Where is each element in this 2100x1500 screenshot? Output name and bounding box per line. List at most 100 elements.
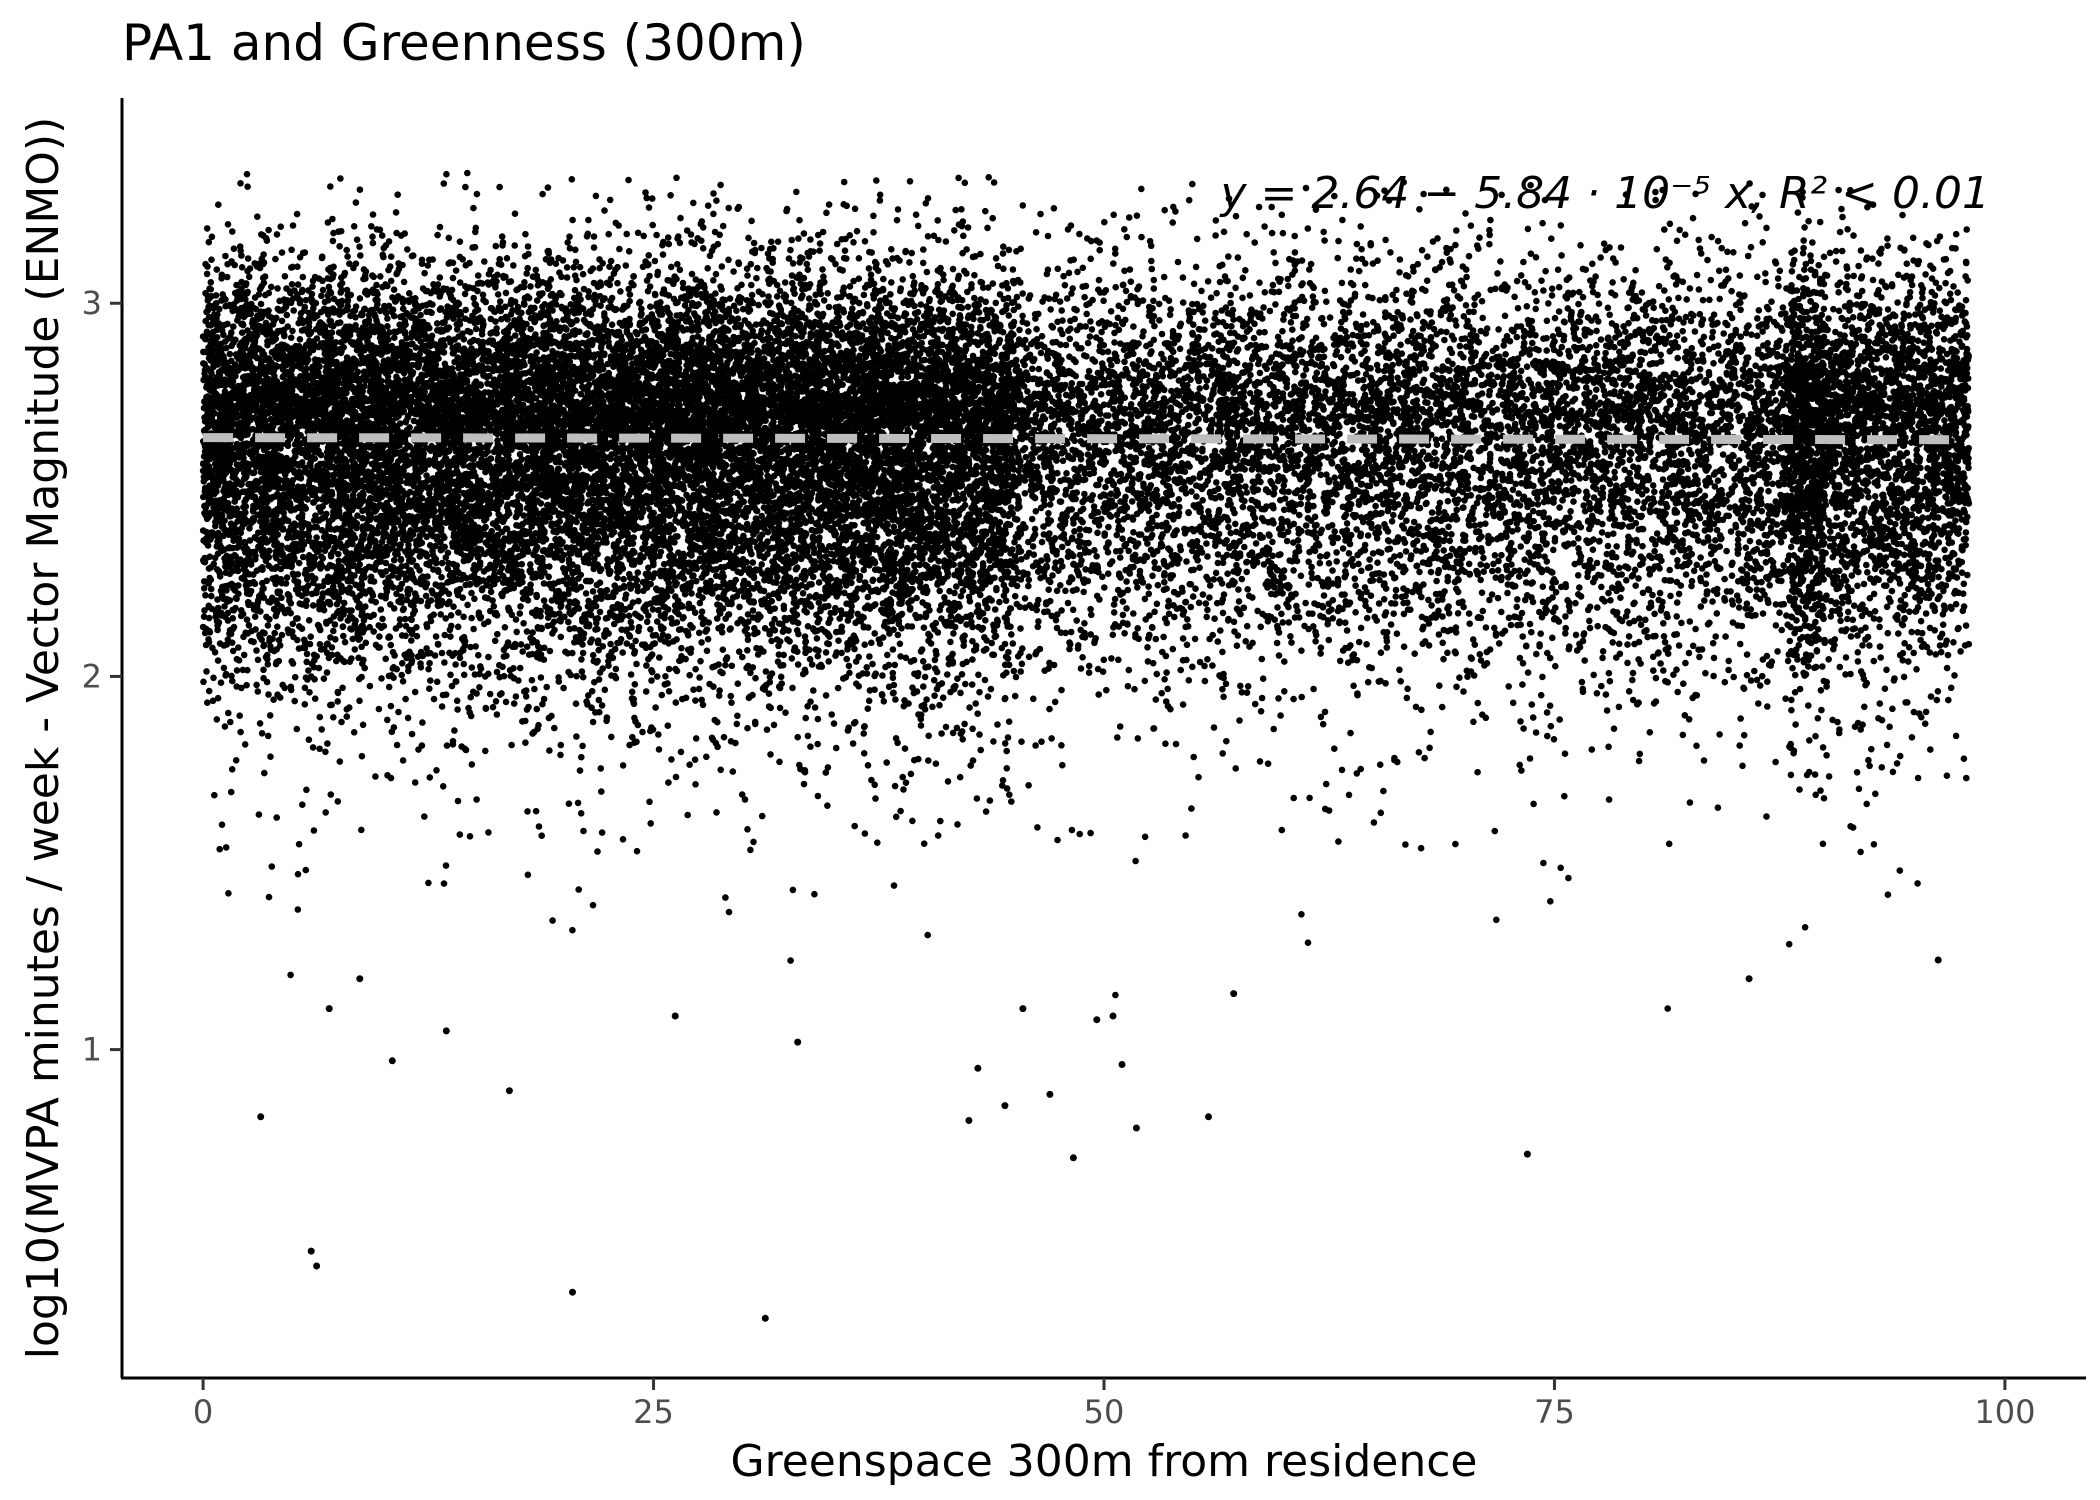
data-point bbox=[1048, 612, 1055, 620]
data-point bbox=[387, 702, 395, 710]
data-point bbox=[1350, 682, 1357, 690]
data-point bbox=[1054, 836, 1061, 844]
data-point bbox=[1235, 586, 1242, 593]
data-point bbox=[376, 633, 383, 640]
data-point bbox=[872, 795, 879, 802]
data-point bbox=[1854, 649, 1862, 656]
data-point bbox=[496, 183, 503, 191]
data-point bbox=[651, 257, 659, 265]
data-point bbox=[1772, 397, 1780, 404]
data-point bbox=[1741, 219, 1749, 227]
data-point bbox=[744, 272, 751, 279]
data-point bbox=[1526, 620, 1534, 628]
data-point bbox=[1403, 290, 1410, 298]
data-point bbox=[664, 234, 672, 241]
data-point bbox=[863, 664, 870, 671]
data-point bbox=[1494, 567, 1502, 574]
data-point bbox=[294, 281, 302, 288]
data-point bbox=[1872, 790, 1879, 798]
data-point bbox=[283, 311, 291, 319]
data-point bbox=[515, 677, 522, 684]
data-point bbox=[677, 748, 685, 756]
data-point bbox=[1820, 253, 1828, 261]
data-point bbox=[1323, 471, 1330, 479]
data-point bbox=[1678, 619, 1685, 627]
data-point bbox=[860, 291, 868, 299]
data-point bbox=[1523, 363, 1531, 371]
data-point bbox=[1646, 729, 1654, 736]
data-point bbox=[1718, 244, 1725, 252]
data-point bbox=[372, 773, 379, 780]
data-point bbox=[1101, 584, 1108, 591]
data-point bbox=[359, 721, 367, 729]
data-point bbox=[1397, 678, 1404, 685]
data-point bbox=[221, 603, 228, 610]
data-point bbox=[1679, 731, 1687, 739]
data-point bbox=[501, 624, 509, 631]
data-point bbox=[966, 704, 973, 711]
data-point bbox=[1712, 537, 1719, 544]
data-point bbox=[1816, 218, 1824, 226]
data-point bbox=[950, 630, 957, 637]
data-point bbox=[1673, 332, 1681, 340]
data-point bbox=[283, 574, 291, 581]
data-point bbox=[585, 216, 592, 224]
data-point bbox=[1209, 345, 1216, 352]
data-point bbox=[1842, 654, 1850, 661]
data-point bbox=[596, 579, 604, 586]
data-point bbox=[1317, 471, 1325, 479]
data-point bbox=[573, 672, 580, 680]
data-point bbox=[1058, 543, 1066, 551]
data-point bbox=[528, 676, 536, 684]
data-point bbox=[1807, 252, 1814, 259]
data-point bbox=[800, 780, 808, 788]
data-point bbox=[1533, 650, 1540, 658]
data-point bbox=[1396, 552, 1404, 559]
data-point bbox=[1655, 282, 1663, 290]
data-point bbox=[1477, 561, 1484, 568]
data-point bbox=[1354, 551, 1361, 559]
data-point bbox=[245, 273, 253, 281]
data-point bbox=[653, 673, 661, 680]
data-point bbox=[1626, 456, 1634, 464]
data-point bbox=[823, 209, 830, 217]
data-point bbox=[662, 673, 669, 680]
data-point bbox=[217, 679, 225, 686]
data-point bbox=[1243, 230, 1250, 238]
data-point bbox=[442, 554, 450, 561]
data-point bbox=[1575, 300, 1582, 308]
data-point bbox=[1033, 325, 1040, 333]
data-point bbox=[1005, 312, 1013, 319]
data-point bbox=[1629, 676, 1636, 684]
data-point bbox=[303, 786, 310, 794]
data-point bbox=[1279, 229, 1287, 237]
data-point bbox=[1581, 507, 1589, 515]
data-point bbox=[1029, 543, 1037, 550]
data-point bbox=[577, 810, 585, 817]
data-point bbox=[612, 665, 620, 673]
data-point bbox=[1115, 656, 1122, 664]
data-point bbox=[1575, 535, 1582, 542]
data-point bbox=[1320, 228, 1327, 236]
data-point bbox=[686, 761, 693, 768]
data-point bbox=[341, 638, 349, 646]
data-point bbox=[1219, 609, 1227, 617]
data-point bbox=[254, 656, 262, 664]
data-point bbox=[1778, 626, 1785, 634]
data-point bbox=[1196, 564, 1203, 571]
data-point bbox=[804, 732, 812, 740]
data-point bbox=[1005, 246, 1013, 254]
data-point bbox=[1805, 702, 1812, 709]
data-point bbox=[510, 700, 518, 707]
data-point bbox=[1519, 681, 1526, 688]
data-point bbox=[880, 698, 888, 705]
data-point bbox=[1897, 597, 1905, 604]
data-point bbox=[1176, 503, 1183, 511]
data-point bbox=[1287, 633, 1294, 640]
data-point bbox=[1269, 281, 1277, 289]
data-point bbox=[1272, 259, 1279, 267]
data-point bbox=[1079, 264, 1087, 272]
data-point bbox=[1338, 279, 1346, 287]
data-point bbox=[572, 246, 579, 254]
data-point bbox=[1094, 529, 1101, 537]
